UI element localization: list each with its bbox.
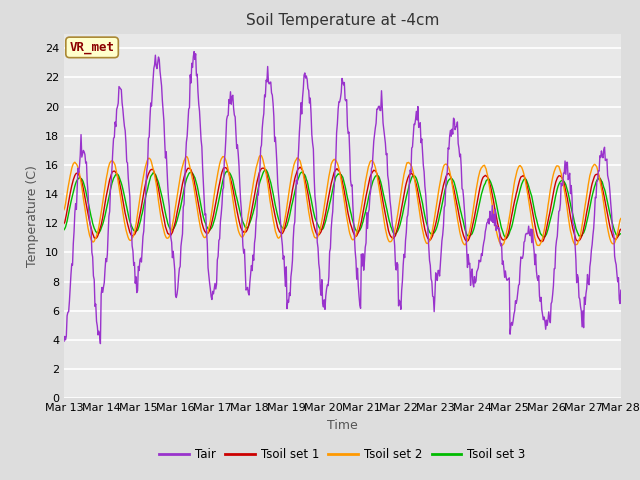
Text: VR_met: VR_met — [70, 41, 115, 54]
Legend: Tair, Tsoil set 1, Tsoil set 2, Tsoil set 3: Tair, Tsoil set 1, Tsoil set 2, Tsoil se… — [155, 443, 530, 466]
Title: Soil Temperature at -4cm: Soil Temperature at -4cm — [246, 13, 439, 28]
X-axis label: Time: Time — [327, 419, 358, 432]
Y-axis label: Temperature (C): Temperature (C) — [26, 165, 39, 267]
